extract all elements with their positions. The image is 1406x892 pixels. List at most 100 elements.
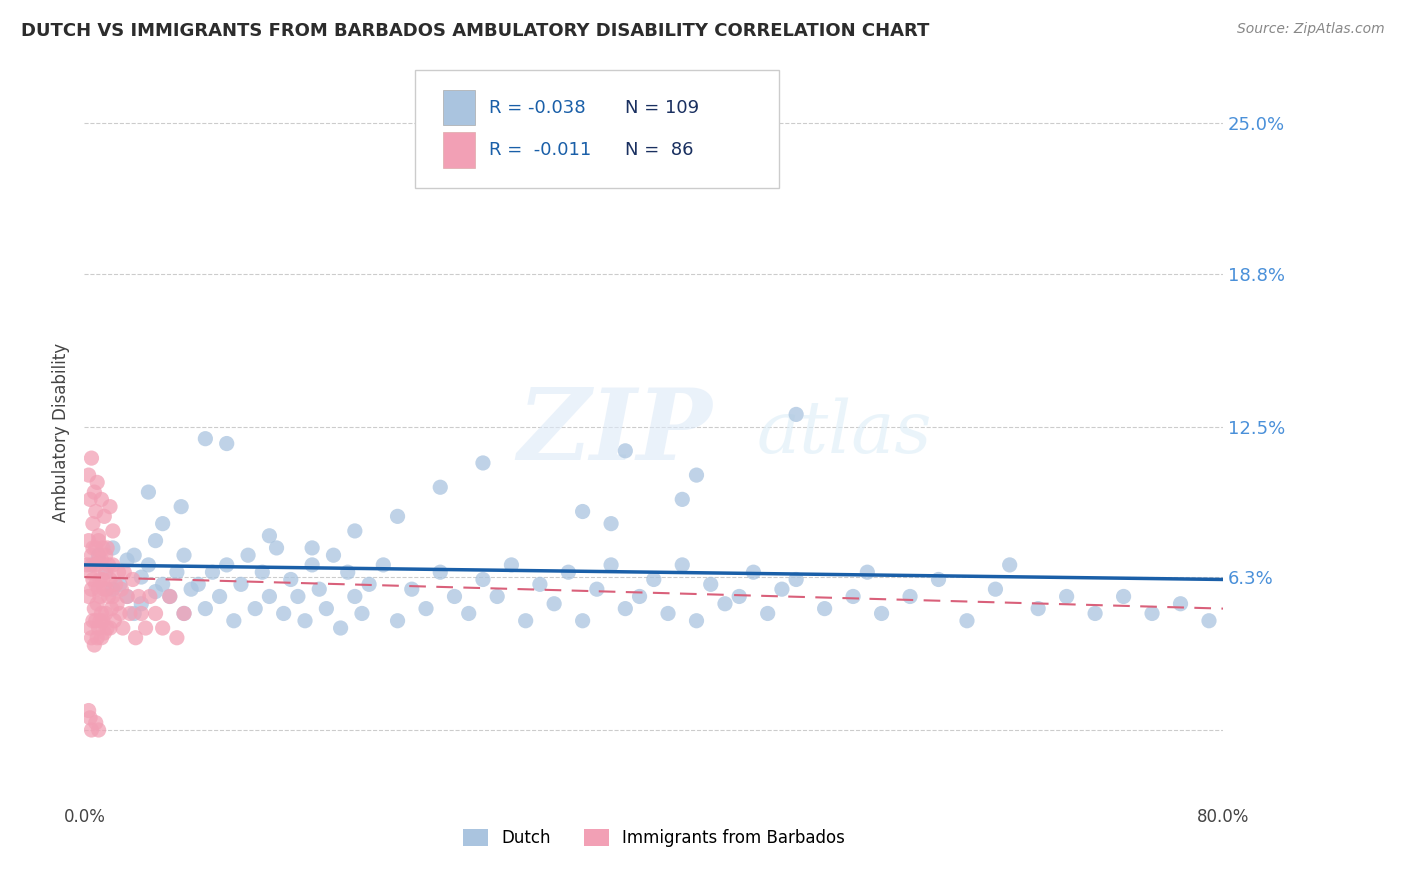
Point	[138, 558, 160, 572]
FancyBboxPatch shape	[443, 90, 475, 126]
Point	[600, 558, 623, 572]
Point	[336, 565, 359, 579]
Point	[80, 631, 103, 645]
Point	[121, 573, 143, 587]
Point	[80, 723, 103, 737]
Point	[111, 621, 134, 635]
Point	[89, 614, 111, 628]
Point	[115, 590, 138, 604]
Point	[96, 621, 118, 635]
Point	[429, 480, 451, 494]
Point	[84, 614, 107, 628]
Point	[80, 548, 103, 562]
Text: R =  -0.011: R = -0.011	[489, 141, 591, 159]
Point	[259, 529, 281, 543]
Point	[898, 590, 921, 604]
Point	[108, 577, 131, 591]
Point	[173, 607, 195, 621]
Point	[152, 577, 174, 591]
Point	[101, 524, 124, 538]
Point	[350, 607, 373, 621]
Point	[984, 582, 1007, 597]
Point	[84, 541, 107, 555]
Point	[170, 500, 193, 514]
Point	[77, 468, 100, 483]
Point	[145, 584, 167, 599]
Point	[105, 597, 128, 611]
Point	[108, 607, 131, 621]
FancyBboxPatch shape	[415, 70, 779, 188]
Point	[87, 582, 110, 597]
Point	[742, 565, 765, 579]
Point	[84, 715, 107, 730]
Point	[124, 631, 146, 645]
Point	[294, 614, 316, 628]
Text: atlas: atlas	[756, 397, 932, 468]
Point	[87, 621, 110, 635]
Point	[1084, 607, 1107, 621]
Point	[222, 614, 245, 628]
Point	[229, 577, 252, 591]
Point	[83, 638, 105, 652]
Point	[770, 582, 793, 597]
Text: DUTCH VS IMMIGRANTS FROM BARBADOS AMBULATORY DISABILITY CORRELATION CHART: DUTCH VS IMMIGRANTS FROM BARBADOS AMBULA…	[21, 22, 929, 40]
Point	[110, 582, 132, 597]
Point	[83, 601, 105, 615]
Point	[415, 601, 437, 615]
Point	[131, 597, 153, 611]
Legend: Dutch, Immigrants from Barbados: Dutch, Immigrants from Barbados	[456, 822, 852, 854]
Point	[842, 590, 865, 604]
Text: ZIP: ZIP	[517, 384, 711, 481]
Point	[343, 590, 366, 604]
Point	[87, 529, 110, 543]
Point	[82, 614, 104, 628]
Point	[614, 443, 637, 458]
Point	[152, 516, 174, 531]
Point	[194, 601, 217, 615]
Point	[96, 541, 118, 555]
Point	[86, 558, 108, 572]
Point	[79, 565, 101, 579]
Point	[657, 607, 679, 621]
Point	[586, 582, 609, 597]
Point	[86, 597, 108, 611]
Point	[856, 565, 879, 579]
Y-axis label: Ambulatory Disability: Ambulatory Disability	[52, 343, 70, 522]
Point	[1170, 597, 1192, 611]
Point	[96, 582, 118, 597]
Point	[187, 577, 209, 591]
Point	[80, 451, 103, 466]
Point	[685, 468, 707, 483]
Point	[107, 565, 129, 579]
Point	[118, 607, 141, 621]
Point	[98, 500, 121, 514]
Point	[928, 573, 950, 587]
Point	[90, 553, 112, 567]
Point	[956, 614, 979, 628]
Point	[614, 601, 637, 615]
Point	[87, 723, 110, 737]
Point	[94, 548, 117, 562]
Text: Source: ZipAtlas.com: Source: ZipAtlas.com	[1237, 22, 1385, 37]
Point	[180, 582, 202, 597]
Point	[101, 590, 124, 604]
Point	[457, 607, 479, 621]
Point	[329, 621, 352, 635]
Point	[100, 601, 122, 615]
Point	[173, 607, 195, 621]
Point	[343, 524, 366, 538]
Point	[159, 590, 181, 604]
Point	[86, 631, 108, 645]
Point	[201, 565, 224, 579]
Point	[101, 541, 124, 555]
Point	[486, 590, 509, 604]
Point	[870, 607, 893, 621]
Point	[387, 509, 409, 524]
Point	[373, 558, 395, 572]
Point	[115, 553, 138, 567]
Point	[97, 558, 120, 572]
Point	[785, 573, 807, 587]
Point	[359, 577, 381, 591]
Point	[173, 548, 195, 562]
Point	[685, 614, 707, 628]
